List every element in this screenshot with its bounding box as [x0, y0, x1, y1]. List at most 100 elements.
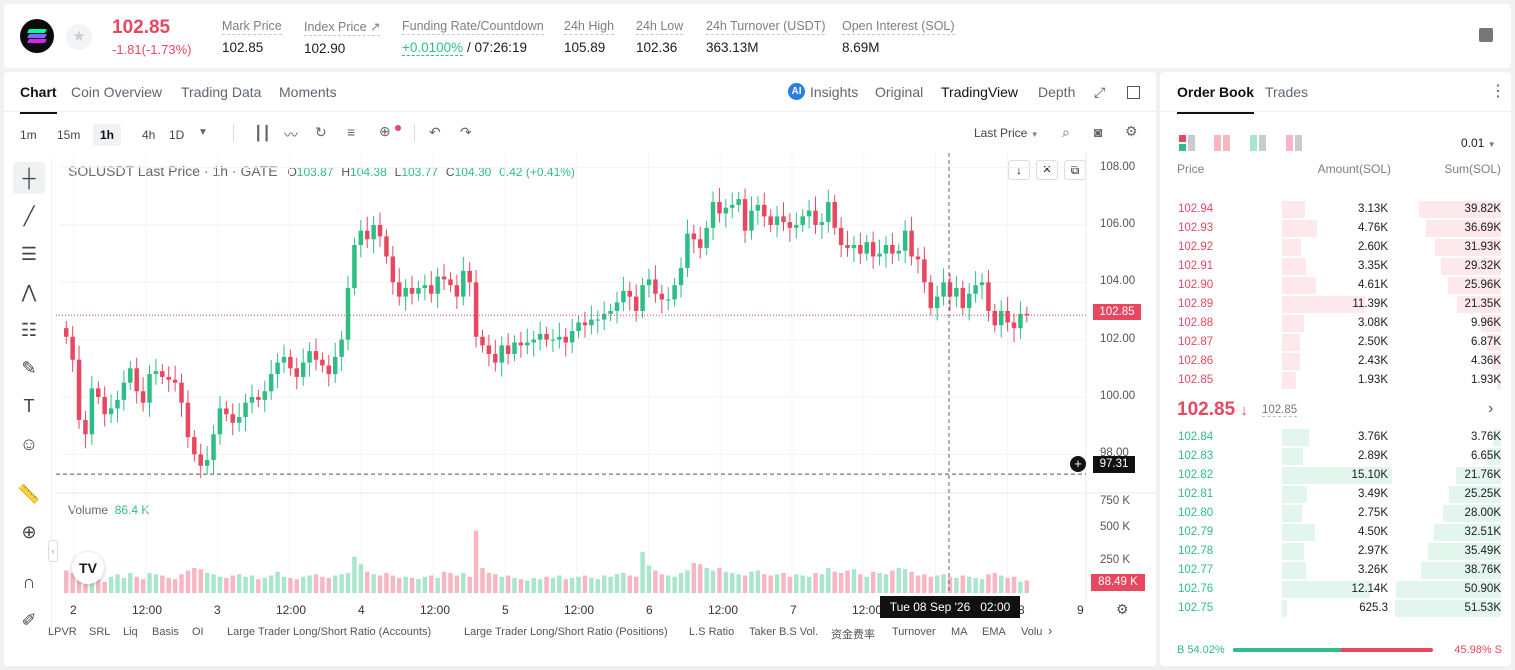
bid-row[interactable]: 102.84 3.76K 3.76K	[1164, 428, 1504, 447]
pencil-lock-icon[interactable]: ✐	[21, 610, 37, 630]
tab-insights[interactable]: Insights	[810, 84, 859, 100]
scroll-down-icon[interactable]: ↓	[1008, 160, 1030, 180]
timeframe-1h[interactable]: 1h	[93, 124, 122, 146]
collapse-toolbar-icon[interactable]: ‹	[48, 540, 58, 562]
bid-row[interactable]: 102.82 15.10K 21.76K	[1164, 466, 1504, 485]
depth-bar	[1421, 562, 1501, 579]
volume-bar	[486, 573, 492, 593]
indicators-icon[interactable]: 〰	[284, 127, 298, 143]
screenshot-icon[interactable]: ◙	[1094, 124, 1103, 140]
window-icon[interactable]	[1127, 86, 1140, 99]
hlines-icon[interactable]: ☰	[20, 244, 38, 264]
candle	[992, 303, 998, 333]
price-type-select[interactable]: Last Price ▼	[974, 126, 1039, 140]
indicator-shortcut[interactable]: Large Trader Long/Short Ratio (Positions…	[464, 626, 668, 638]
tab-original[interactable]: Original	[875, 84, 924, 100]
ask-row[interactable]: 102.89 11.39K 21.35K	[1164, 295, 1504, 314]
timeframe-15m[interactable]: 15m	[57, 128, 81, 142]
candle	[973, 271, 978, 303]
magnet-icon[interactable]: ∩	[22, 572, 36, 592]
bid-row[interactable]: 102.76 12.14K 50.90K	[1164, 580, 1504, 599]
settings-gear-icon[interactable]: ⚙	[1125, 123, 1138, 139]
indicator-shortcut[interactable]: Large Trader Long/Short Ratio (Accounts)	[227, 626, 432, 638]
ask-row[interactable]: 102.93 4.76K 36.69K	[1164, 219, 1504, 238]
ask-row[interactable]: 102.90 4.61K 25.96K	[1164, 276, 1504, 295]
collapse-icon[interactable]: ✕	[1036, 160, 1058, 180]
ask-row[interactable]: 102.86 2.43K 4.36K	[1164, 352, 1504, 371]
brush-icon[interactable]: ✎	[21, 358, 37, 378]
indicator-shortcut[interactable]: LPVR	[48, 626, 77, 638]
scroll-right-icon[interactable]: ›	[1048, 623, 1053, 638]
tab-order-book[interactable]: Order Book	[1177, 84, 1255, 114]
ask-row[interactable]: 102.91 3.35K 29.32K	[1164, 257, 1504, 276]
guide-book-icon[interactable]	[1479, 28, 1493, 42]
indicator-shortcut[interactable]: L.S Ratio	[689, 626, 735, 638]
timeframe-1d[interactable]: 1D	[169, 128, 185, 142]
indicator-shortcut[interactable]: Volu	[1021, 626, 1043, 638]
candle-type-icon[interactable]: ┃┃	[254, 125, 271, 141]
tab-coin-overview[interactable]: Coin Overview	[71, 84, 163, 100]
add-indicator-icon[interactable]: ⊕	[379, 123, 391, 139]
indicator-shortcut[interactable]: Basis	[152, 626, 179, 638]
indicator-shortcut[interactable]: EMA	[982, 626, 1006, 638]
timeframe-dropdown-icon[interactable]: ▼	[198, 127, 208, 138]
template-icon[interactable]: ≡	[347, 124, 356, 140]
indicator-shortcut[interactable]: Liq	[123, 626, 138, 638]
pattern-icon[interactable]: ⋀	[21, 282, 37, 302]
tab-depth[interactable]: Depth	[1038, 84, 1076, 100]
indicator-shortcut[interactable]: 资金费率	[831, 629, 875, 641]
bid-price: 102.79	[1178, 526, 1214, 538]
search-icon[interactable]: ⌕	[1062, 124, 1070, 140]
layout-both-icon[interactable]	[1179, 135, 1195, 151]
tab-moments[interactable]: Moments	[279, 84, 337, 100]
zoom-in-icon[interactable]: ⊕	[21, 522, 37, 542]
layout-depth-icon[interactable]	[1286, 135, 1302, 151]
fib-icon[interactable]: ☷	[20, 320, 38, 340]
indicator-shortcut[interactable]: Taker B.S Vol.	[749, 626, 819, 638]
ruler-icon[interactable]: 📏	[17, 484, 41, 504]
precision-select[interactable]: 0.01 ▼	[1461, 136, 1496, 150]
trendline-icon[interactable]: ╱	[23, 206, 35, 226]
timeframe-1m[interactable]: 1m	[20, 128, 37, 142]
undo-icon[interactable]: ↶	[429, 124, 441, 140]
ask-row[interactable]: 102.94 3.13K 39.82K	[1164, 200, 1504, 219]
ask-row[interactable]: 102.92 2.60K 31.93K	[1164, 238, 1504, 257]
candle	[480, 329, 485, 353]
emoji-icon[interactable]: ☺	[19, 434, 39, 454]
indicator-shortcut[interactable]: SRL	[89, 626, 111, 638]
candlestick-chart[interactable]	[56, 153, 1156, 603]
tab-chart[interactable]: Chart	[20, 84, 57, 114]
indicator-shortcut[interactable]: Turnover	[892, 626, 936, 638]
ask-row[interactable]: 102.85 1.93K 1.93K	[1164, 371, 1504, 390]
bid-row[interactable]: 102.80 2.75K 28.00K	[1164, 504, 1504, 523]
stat-index-price[interactable]: Index Price ↗ 102.90	[304, 20, 381, 56]
timeframe-4h[interactable]: 4h	[142, 128, 156, 142]
tab-trading-data[interactable]: Trading Data	[181, 84, 262, 100]
bid-row[interactable]: 102.81 3.49K 25.25K	[1164, 485, 1504, 504]
bid-row[interactable]: 102.77 3.26K 38.76K	[1164, 561, 1504, 580]
bid-row[interactable]: 102.79 4.50K 32.51K	[1164, 523, 1504, 542]
more-menu-icon[interactable]: ⋮	[1490, 83, 1506, 100]
ask-row[interactable]: 102.88 3.08K 9.96K	[1164, 314, 1504, 333]
mid-arrow-icon[interactable]: ›	[1488, 400, 1494, 417]
indicator-shortcut[interactable]: MA	[951, 626, 968, 638]
tab-trades[interactable]: Trades	[1265, 84, 1309, 100]
ask-row[interactable]: 102.87 2.50K 6.87K	[1164, 333, 1504, 352]
bid-row[interactable]: 102.78 2.97K 35.49K	[1164, 542, 1504, 561]
add-alert-icon[interactable]: +	[1070, 456, 1086, 472]
redo-icon[interactable]: ↷	[460, 124, 472, 140]
compare-icon[interactable]: ↻	[315, 124, 327, 140]
layout-bids-icon[interactable]	[1250, 135, 1266, 151]
axis-settings-icon[interactable]: ⚙	[1116, 601, 1129, 617]
expand-icon[interactable]: ⤢	[1094, 84, 1106, 100]
tab-tradingview[interactable]: TradingView	[941, 84, 1019, 100]
bid-sum: 51.53K	[1464, 602, 1501, 614]
crosshair-icon[interactable]: ┼	[13, 162, 45, 194]
tradingview-logo-icon[interactable]: TV	[72, 552, 104, 584]
indicator-shortcut[interactable]: OI	[192, 626, 204, 638]
favorite-star-icon[interactable]: ★	[66, 24, 92, 50]
bid-row[interactable]: 102.83 2.89K 6.65K	[1164, 447, 1504, 466]
text-tool-icon[interactable]: T	[23, 396, 35, 416]
bid-row[interactable]: 102.75 625.3 51.53K	[1164, 599, 1504, 618]
layout-asks-icon[interactable]	[1214, 135, 1230, 151]
